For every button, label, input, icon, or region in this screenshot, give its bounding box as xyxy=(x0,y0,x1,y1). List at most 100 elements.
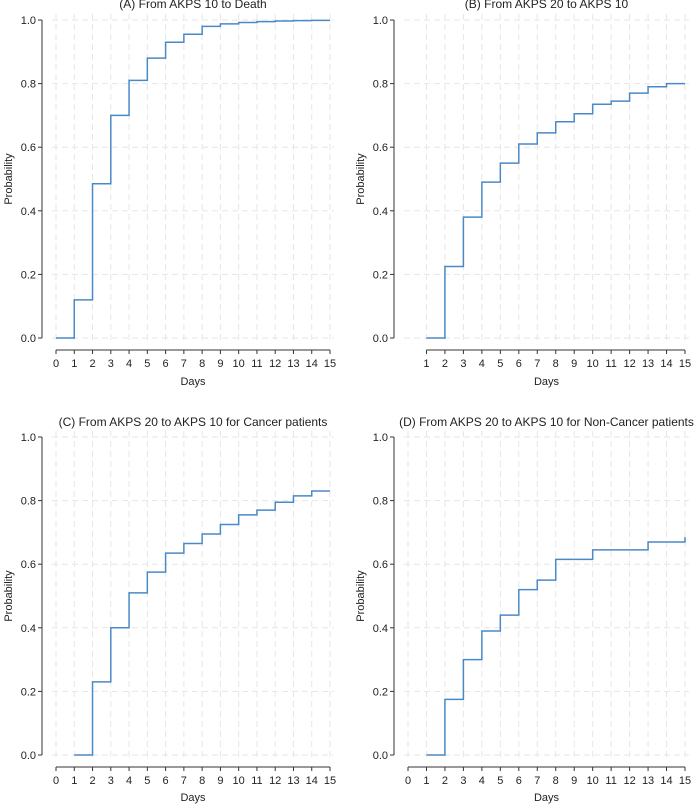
panel-d-xtick-label-12: 12 xyxy=(623,775,635,787)
panel-a-title: (A) From AKPS 10 to Death xyxy=(119,0,266,11)
panel-d-point-11 xyxy=(610,549,612,551)
panel-a-xtick-label-6: 6 xyxy=(163,358,169,370)
panel-a-xlabel: Days xyxy=(180,376,206,388)
panel-a-series-line xyxy=(56,19,330,339)
panel-b-ytick-label-0.6: 0.6 xyxy=(373,142,388,154)
panel-b-point-15 xyxy=(684,82,686,84)
panel-d-point-13 xyxy=(647,541,649,543)
panel-a-xtick-label-8: 8 xyxy=(199,358,205,370)
panel-c-xtick-label-11: 11 xyxy=(251,775,262,787)
panel-d-point-3 xyxy=(462,658,464,660)
panel-c-xtick-label-0: 0 xyxy=(53,775,59,787)
panel-b-xtick-label-11: 11 xyxy=(605,358,616,370)
panel-d-xtick-label-1: 1 xyxy=(423,775,429,787)
panel-c-xtick-label-5: 5 xyxy=(144,775,150,787)
panel-c-point-7 xyxy=(183,542,185,544)
panel-b-point-7 xyxy=(536,132,538,134)
panel-b-ylabel: Probability xyxy=(355,153,367,205)
panel-b-xtick-label-5: 5 xyxy=(497,358,503,370)
panel-d-ylabel: Probability xyxy=(355,570,367,622)
panel-b-point-4 xyxy=(481,181,483,183)
panel-a-xtick-label-7: 7 xyxy=(181,358,187,370)
panel-b-point-14 xyxy=(665,82,667,84)
panel-c-point-1 xyxy=(73,754,75,756)
panel-a-point-12 xyxy=(274,20,276,22)
panel-a-point-2 xyxy=(91,183,93,185)
panel-d-xlabel: Days xyxy=(534,792,560,804)
panel-a-point-10 xyxy=(237,21,239,23)
panel-c-xtick-label-14: 14 xyxy=(306,775,318,787)
panel-b-xtick-label-6: 6 xyxy=(516,358,522,370)
panel-a-point-15 xyxy=(329,19,331,21)
panel-d-point-12 xyxy=(628,549,630,551)
panel-c-xtick-label-9: 9 xyxy=(217,775,223,787)
panel-c-point-9 xyxy=(219,523,221,525)
panel-a-point-14 xyxy=(311,19,313,21)
panel-d-xtick-label-7: 7 xyxy=(534,775,540,787)
panel-b-ytick-label-0.4: 0.4 xyxy=(373,206,388,218)
panel-a-point-5 xyxy=(146,57,148,59)
panel-a-ytick-label-0.0: 0.0 xyxy=(21,333,36,345)
panel-c-point-2 xyxy=(91,681,93,683)
panel-d-ytick-label-0.6: 0.6 xyxy=(373,559,388,571)
panel-d-point-6 xyxy=(518,588,520,590)
panel-d-point-10 xyxy=(591,549,593,551)
panel-c-point-14 xyxy=(311,490,313,492)
panel-c-xtick-label-2: 2 xyxy=(89,775,95,787)
panel-d-ytick-label-1.0: 1.0 xyxy=(373,432,388,444)
panel-b-xlabel: Days xyxy=(534,376,560,388)
panel-c-xtick-label-6: 6 xyxy=(163,775,169,787)
panel-d-xtick-label-6: 6 xyxy=(516,775,522,787)
panel-b-xtick-label-12: 12 xyxy=(623,358,635,370)
panel-b-xtick-label-7: 7 xyxy=(534,358,540,370)
panel-a-xtick-label-9: 9 xyxy=(217,358,223,370)
panel-b-ytick-label-0.8: 0.8 xyxy=(373,79,388,91)
panel-c-ytick-label-0.6: 0.6 xyxy=(21,559,36,571)
panel-d-xtick-label-13: 13 xyxy=(642,775,654,787)
panel-d-xtick-label-2: 2 xyxy=(442,775,448,787)
panel-a-xtick-label-5: 5 xyxy=(144,358,150,370)
panel-b-xtick-label-1: 1 xyxy=(423,358,429,370)
panel-d-point-15 xyxy=(684,536,686,538)
panel-b-xtick-label-8: 8 xyxy=(553,358,559,370)
panel-a-ytick-label-0.6: 0.6 xyxy=(21,142,36,154)
panel-b-xtick-label-4: 4 xyxy=(479,358,485,370)
panel-c-ytick-label-0.0: 0.0 xyxy=(21,750,36,762)
panel-a-ytick-label-0.8: 0.8 xyxy=(21,79,36,91)
panel-d-xtick-label-15: 15 xyxy=(679,775,691,787)
panel-a-point-3 xyxy=(110,114,112,116)
panel-c-xtick-label-3: 3 xyxy=(108,775,114,787)
panel-d-xtick-label-10: 10 xyxy=(587,775,599,787)
panel-d-ytick-label-0.4: 0.4 xyxy=(373,623,388,635)
panel-a-point-13 xyxy=(292,19,294,21)
panel-b-title: (B) From AKPS 20 to AKPS 10 xyxy=(465,0,629,11)
panel-d-ytick-label-0.8: 0.8 xyxy=(373,496,388,508)
panel-b-point-5 xyxy=(499,162,501,164)
panel-d-xtick-label-3: 3 xyxy=(460,775,466,787)
panel-d-point-5 xyxy=(499,614,501,616)
panel-a-point-7 xyxy=(183,33,185,35)
panel-a-xtick-label-0: 0 xyxy=(53,358,59,370)
panel-d-xtick-label-14: 14 xyxy=(660,775,672,787)
panel-d-point-7 xyxy=(536,579,538,581)
panel-c-ytick-label-1.0: 1.0 xyxy=(21,432,36,444)
panel-c-ytick-label-0.8: 0.8 xyxy=(21,496,36,508)
panel-c-xtick-label-10: 10 xyxy=(233,775,245,787)
panel-a-xtick-label-2: 2 xyxy=(89,358,95,370)
panel-a-xtick-label-4: 4 xyxy=(126,358,132,370)
panel-b-point-2 xyxy=(444,265,446,267)
panel-b-xtick-label-2: 2 xyxy=(442,358,448,370)
panel-a-point-0 xyxy=(55,337,57,339)
panel-c-xtick-label-15: 15 xyxy=(324,775,336,787)
panel-a-point-4 xyxy=(128,79,130,81)
panel-a: 0.00.20.40.60.81.00 1 2 3 4 5 6 7 8 9 10 11 12 13 14 15… xyxy=(3,0,336,388)
panel-c-point-11 xyxy=(256,509,258,511)
panel-d-xtick-label-4: 4 xyxy=(479,775,485,787)
panel-c-point-10 xyxy=(237,514,239,516)
panel-b-xtick-label-13: 13 xyxy=(642,358,654,370)
panel-c-point-6 xyxy=(164,552,166,554)
panel-c-xtick-label-1: 1 xyxy=(71,775,77,787)
panel-b-point-11 xyxy=(610,100,612,102)
panel-d-title: (D) From AKPS 20 to AKPS 10 for Non-Canc… xyxy=(399,415,694,429)
panel-d-ytick-label-0.2: 0.2 xyxy=(373,686,388,698)
